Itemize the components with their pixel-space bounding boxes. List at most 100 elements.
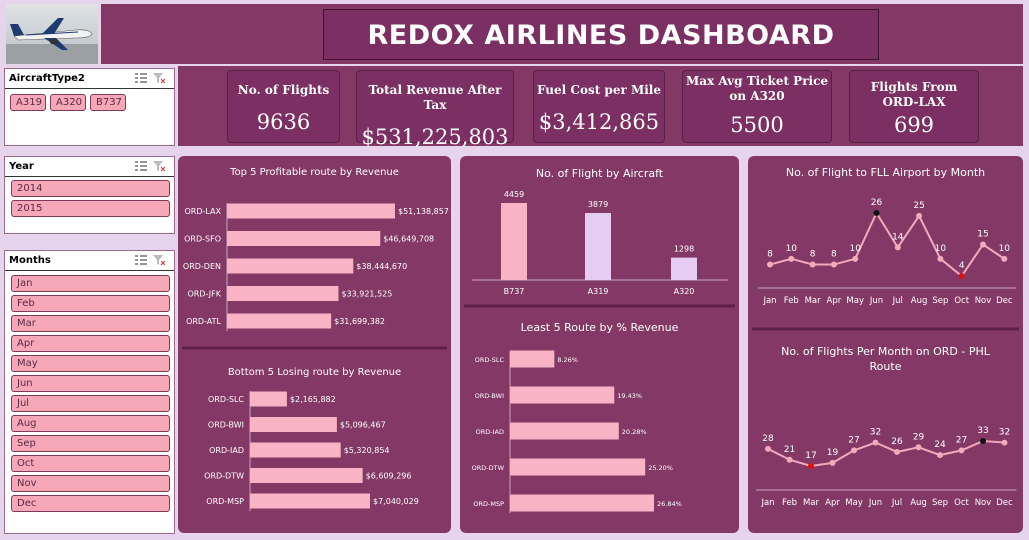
data-label: 32 <box>999 428 1010 438</box>
month-tick-label: Jan <box>762 296 776 306</box>
data-label: 15 <box>977 230 988 240</box>
monthly-flights-panel <box>748 156 1023 533</box>
data-label: 21 <box>784 445 795 455</box>
bar-category-label: ORD-MSP <box>473 500 504 508</box>
data-point <box>980 438 986 444</box>
kpi-label: Flights From ORD-LAX <box>870 80 958 109</box>
bar-category-label: ORD-DEN <box>183 262 221 271</box>
data-point <box>765 445 771 452</box>
data-label: 26 <box>891 437 903 447</box>
data-point <box>873 210 880 216</box>
slicer-chip-aug[interactable]: Aug <box>11 415 170 432</box>
kpi-label: No. of Flights <box>237 83 330 97</box>
data-label: 27 <box>956 435 967 445</box>
data-label: 8 <box>810 250 816 260</box>
kpi-value: 5500 <box>730 113 784 137</box>
kpi-label: Fuel Cost per Mile <box>537 83 661 97</box>
column-bar <box>585 213 611 280</box>
month-tick-label: Aug <box>911 296 928 306</box>
month-tick-label: Nov <box>975 498 992 508</box>
slicer-chip-mar[interactable]: Mar <box>11 315 170 332</box>
data-point <box>851 447 857 454</box>
slicer-chip-b737[interactable]: B737 <box>90 94 126 111</box>
clear-filter-icon[interactable] <box>152 160 166 172</box>
slicer-chip-jan[interactable]: Jan <box>11 275 170 292</box>
bar-category-label: ORD-DTW <box>204 472 244 481</box>
data-label: 10 <box>849 244 861 254</box>
year-slicer: Year 2014 2015 <box>4 156 175 234</box>
months-slicer-header: Months <box>5 251 174 271</box>
multi-select-icon[interactable] <box>134 254 148 266</box>
multi-select-icon[interactable] <box>134 160 148 172</box>
month-tick-label: Apr <box>827 296 842 306</box>
bar <box>510 386 615 404</box>
bar-value-label: $38,444,670 <box>356 262 407 271</box>
data-point <box>937 255 944 262</box>
bar <box>510 458 646 476</box>
kpi-card-fuel-cost: Fuel Cost per Mile $3,412,865 <box>533 70 665 143</box>
slicer-chip-jun[interactable]: Jun <box>11 375 170 392</box>
top5-bar-chart: ORD-LAX $51,138,857 ORD-SFO $46,649,708 ORD-… <box>183 203 449 331</box>
month-tick-label: Apr <box>825 498 840 508</box>
kpi-label: Max Avg Ticket Price on A320 <box>685 74 829 103</box>
data-point <box>958 273 965 279</box>
data-label: 4 <box>959 261 965 271</box>
bar-category-label: ORD-SFO <box>184 235 221 244</box>
data-point <box>980 241 986 248</box>
slicer-chip-oct[interactable]: Oct <box>11 455 170 472</box>
bar-value-label: $46,649,708 <box>383 235 434 244</box>
slicer-chip-may[interactable]: May <box>11 355 170 372</box>
data-point <box>808 463 814 469</box>
fll-line-chart: 8 Jan 10 Feb 8 Mar 8 Apr 10 May 26 Jun 14 Jul 25 Aug 10 S… <box>758 198 1017 306</box>
slicer-chip-a320[interactable]: A320 <box>50 94 86 111</box>
slicer-chip-jul[interactable]: Jul <box>11 395 170 412</box>
slicer-chip-sep[interactable]: Sep <box>11 435 170 452</box>
data-label: 26 <box>871 198 883 208</box>
slicer-chip-dec[interactable]: Dec <box>11 495 170 512</box>
month-tick-label: Aug <box>910 498 927 508</box>
bar-value-label: 8.26% <box>557 356 578 364</box>
data-label: 33 <box>977 426 988 436</box>
bar <box>250 493 370 509</box>
data-point <box>852 255 859 262</box>
bar <box>227 203 395 219</box>
data-label: 27 <box>848 435 859 445</box>
bar <box>227 258 354 274</box>
slicer-chip-nov[interactable]: Nov <box>11 475 170 492</box>
multi-select-icon[interactable] <box>134 72 148 84</box>
months-slicer-title: Months <box>9 255 51 266</box>
data-label: 32 <box>870 428 881 438</box>
data-label: 24 <box>934 440 946 450</box>
bar <box>250 442 341 458</box>
slicer-chip-a319[interactable]: A319 <box>10 94 46 111</box>
clear-filter-icon[interactable] <box>152 72 166 84</box>
month-tick-label: Jun <box>868 498 882 508</box>
aircraft-slicer-title: AircraftType2 <box>9 73 85 84</box>
column-value-label: 4459 <box>504 190 524 199</box>
bar <box>250 417 337 432</box>
airplane-logo-image <box>6 4 98 64</box>
bar-value-label: $5,096,467 <box>340 421 386 430</box>
slicer-chip-2015[interactable]: 2015 <box>11 200 170 217</box>
bar-category-label: ORD-DTW <box>472 464 505 472</box>
month-tick-label: Feb <box>782 498 797 508</box>
kpi-value: 9636 <box>256 110 311 134</box>
month-tick-label: Mar <box>805 296 822 306</box>
bar-category-label: ORD-BWI <box>208 421 244 430</box>
bar <box>227 313 332 329</box>
data-point <box>872 439 879 446</box>
slicer-chip-apr[interactable]: Apr <box>11 335 170 352</box>
phl-chart-title: No. of Flights Per Month on ORD - PHL Ro… <box>781 345 990 373</box>
bar-category-label: ORD-SLC <box>208 395 244 404</box>
column-value-label: 1298 <box>674 245 694 254</box>
clear-filter-icon[interactable] <box>152 254 166 266</box>
slicer-chip-feb[interactable]: Feb <box>11 295 170 312</box>
bar-category-label: ORD-SLC <box>475 356 505 364</box>
data-point <box>788 255 795 262</box>
data-label: 19 <box>827 448 839 458</box>
column-category-label: A320 <box>674 287 695 296</box>
column-bar <box>501 203 527 280</box>
data-label: 10 <box>999 244 1011 254</box>
month-tick-label: Mar <box>803 498 820 508</box>
slicer-chip-2014[interactable]: 2014 <box>11 180 170 197</box>
